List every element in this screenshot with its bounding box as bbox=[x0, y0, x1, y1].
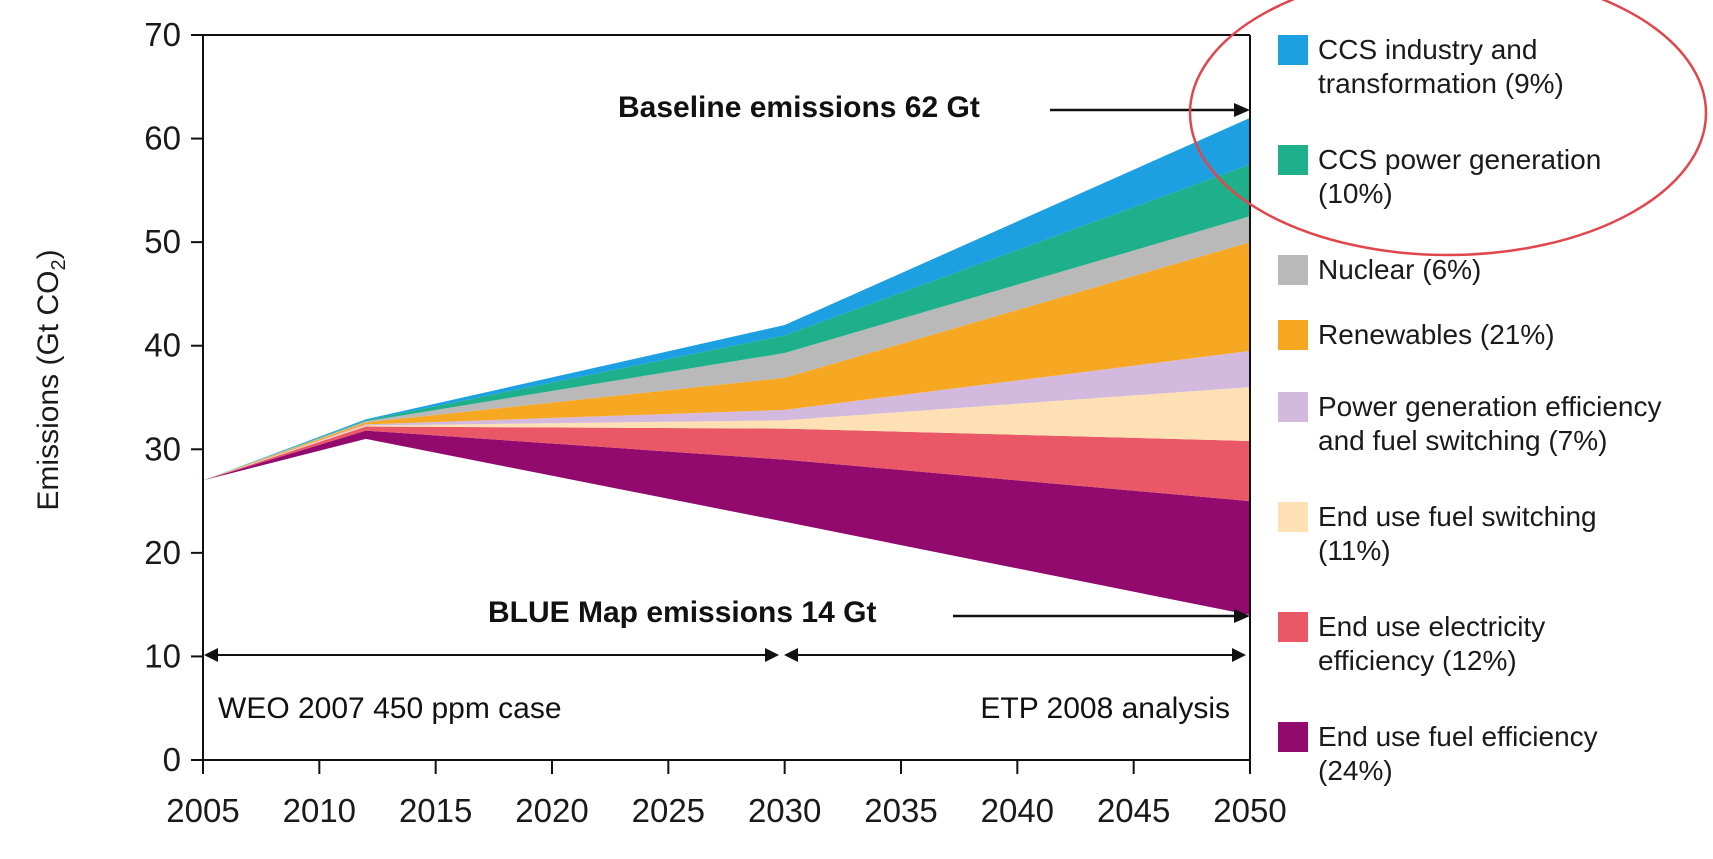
annotations: Baseline emissions 62 Gt BLUE Map emissi… bbox=[204, 91, 1250, 725]
area-layers bbox=[203, 117, 1250, 615]
y-tick-label: 0 bbox=[163, 741, 181, 778]
baseline-arrowhead bbox=[1234, 103, 1250, 117]
y-axis-label-subscript: 2 bbox=[48, 259, 70, 270]
weo-period-label: WEO 2007 450 ppm case bbox=[218, 692, 562, 725]
blue-map-annotation: BLUE Map emissions 14 Gt bbox=[488, 596, 876, 629]
legend-label-cont: and fuel switching (7%) bbox=[1318, 425, 1607, 456]
legend-swatch bbox=[1278, 320, 1308, 350]
legend-highlight-ellipse bbox=[1188, 0, 1708, 257]
area-end-use-fuel-switching bbox=[203, 387, 1250, 481]
legend-item: CCS power generation(10%) bbox=[1278, 144, 1601, 209]
legend-label-cont: (11%) bbox=[1318, 535, 1391, 566]
area-renewables bbox=[203, 242, 1250, 481]
area-end-use-fuel-efficiency bbox=[203, 430, 1250, 615]
legend-label-cont: (10%) bbox=[1318, 178, 1393, 209]
x-tick-label: 2010 bbox=[283, 792, 356, 829]
area-end-use-electricity-efficiency bbox=[203, 426, 1250, 502]
x-tick-label: 2045 bbox=[1097, 792, 1170, 829]
weo-period-arrow-right bbox=[765, 648, 779, 662]
x-tick-label: 2015 bbox=[399, 792, 472, 829]
etp-period-label: ETP 2008 analysis bbox=[980, 692, 1230, 725]
legend-item: End use fuel switching(11%) bbox=[1278, 501, 1597, 566]
blue-map-arrowhead bbox=[1234, 609, 1250, 623]
weo-period-arrow-left bbox=[204, 648, 218, 662]
legend-swatch bbox=[1278, 612, 1308, 642]
legend-swatch bbox=[1278, 502, 1308, 532]
y-tick-label: 10 bbox=[144, 637, 181, 674]
y-tick-label: 30 bbox=[144, 430, 181, 467]
baseline-annotation: Baseline emissions 62 Gt bbox=[618, 91, 980, 124]
x-tick-label: 2050 bbox=[1213, 792, 1286, 829]
legend-label: CCS power generation bbox=[1318, 144, 1601, 175]
x-tick-label: 2025 bbox=[632, 792, 705, 829]
legend-label: Nuclear (6%) bbox=[1318, 254, 1481, 285]
area-ccs-power-generation bbox=[203, 164, 1250, 481]
y-tick-label: 50 bbox=[144, 223, 181, 260]
y-tick-label: 70 bbox=[144, 16, 181, 53]
etp-period-arrow-left bbox=[784, 648, 798, 662]
legend-item: Renewables (21%) bbox=[1278, 319, 1555, 350]
legend-label-cont: (24%) bbox=[1318, 755, 1393, 786]
x-tick-label: 2040 bbox=[981, 792, 1054, 829]
axes bbox=[191, 34, 1251, 774]
y-tick-label: 40 bbox=[144, 327, 181, 364]
legend-label-cont: efficiency (12%) bbox=[1318, 645, 1517, 676]
y-tick-label: 60 bbox=[144, 120, 181, 157]
legend-label: End use fuel switching bbox=[1318, 501, 1597, 532]
x-tick-label: 2020 bbox=[515, 792, 588, 829]
svg-text:Emissions (Gt CO2): Emissions (Gt CO2) bbox=[32, 249, 70, 510]
y-axis-label: Emissions (Gt CO2) bbox=[32, 249, 70, 510]
legend-label: Renewables (21%) bbox=[1318, 319, 1555, 350]
legend-item: End use fuel efficiency(24%) bbox=[1278, 721, 1598, 786]
x-tick-label: 2035 bbox=[864, 792, 937, 829]
legend-item: Nuclear (6%) bbox=[1278, 254, 1481, 285]
y-tick-label: 20 bbox=[144, 534, 181, 571]
legend-swatch bbox=[1278, 722, 1308, 752]
legend-label-cont: transformation (9%) bbox=[1318, 68, 1564, 99]
legend-swatch bbox=[1278, 392, 1308, 422]
legend-swatch bbox=[1278, 145, 1308, 175]
area-power-generation-efficiency-and-fuel-switching bbox=[203, 350, 1250, 481]
y-axis-label-tail: ) bbox=[32, 249, 65, 259]
x-tick-label: 2005 bbox=[166, 792, 239, 829]
y-axis-label-main: Emissions (Gt CO bbox=[32, 271, 65, 511]
legend-swatch bbox=[1278, 35, 1308, 65]
legend-label: End use fuel efficiency bbox=[1318, 721, 1598, 752]
legend-label: Power generation efficiency bbox=[1318, 391, 1661, 422]
legend-label: End use electricity bbox=[1318, 611, 1545, 642]
x-tick-label: 2030 bbox=[748, 792, 821, 829]
etp-period-arrow-right bbox=[1232, 648, 1246, 662]
legend-swatch bbox=[1278, 255, 1308, 285]
legend-label: CCS industry and bbox=[1318, 34, 1537, 65]
